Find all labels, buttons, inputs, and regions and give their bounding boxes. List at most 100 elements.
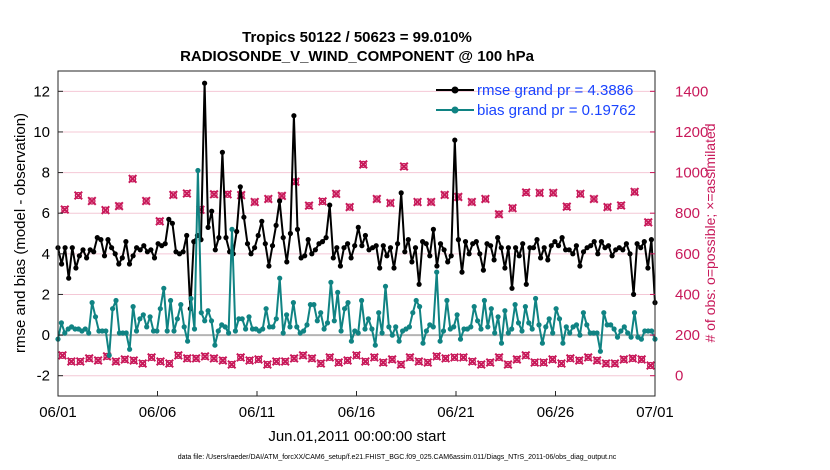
obs-possible-point-low [486, 358, 494, 367]
obs-assimilated-point-low [476, 360, 486, 370]
series-point-rmse [541, 245, 547, 251]
series-point-rmse [437, 241, 444, 247]
obs-assimilated-point [128, 174, 138, 184]
series-point-bias [106, 352, 112, 358]
series-point-rmse [169, 220, 175, 226]
obs-assimilated-point-low [111, 356, 121, 366]
series-point-bias [522, 304, 529, 310]
series-point-bias [348, 338, 354, 344]
series-point-bias [62, 330, 68, 336]
series-point-rmse [237, 184, 243, 190]
obs-assimilated-point-low [262, 360, 272, 370]
series-point-rmse [409, 259, 415, 265]
obs-possible-point-low [548, 355, 557, 364]
obs-assimilated-point-low [351, 350, 362, 360]
series-point-rmse [273, 222, 279, 228]
series-point-bias [502, 308, 508, 314]
series-point-rmse [380, 243, 386, 249]
obs-assimilated-point [494, 209, 504, 219]
series-point-rmse [355, 224, 361, 230]
series-point-bias [290, 300, 296, 306]
x-tick-label-06/26: 06/26 [537, 404, 575, 421]
series-point-bias [154, 328, 160, 334]
obs-assimilated-point-low [147, 352, 157, 362]
obs-possible-point-low [415, 357, 423, 366]
series-point-rmse [76, 253, 82, 259]
series-point-bias [567, 330, 573, 336]
obs-assimilated-point-low [494, 352, 504, 362]
series-point-rmse [216, 235, 222, 241]
series-point-rmse [348, 255, 354, 261]
y-tick-label-right-1400: 1400 [675, 83, 708, 100]
obs-possible-point-low [584, 353, 592, 362]
series-point-bias [393, 324, 399, 330]
series-point-rmse [148, 247, 154, 253]
series-point-rmse [352, 243, 358, 249]
obs-assimilated-point-low [548, 354, 558, 364]
series-point-rmse [398, 190, 404, 196]
obs-assimilated-point [575, 189, 585, 199]
series-point-bias [260, 326, 266, 332]
obs-possible-point [278, 192, 286, 200]
series-point-bias [188, 295, 194, 302]
series-point-rmse [291, 113, 297, 119]
series-point-bias [440, 328, 447, 334]
obs-assimilated-point [413, 197, 423, 207]
series-point-bias [649, 328, 655, 334]
obs-assimilated-point-low [280, 356, 290, 366]
series-point-rmse [513, 245, 519, 251]
obs-assimilated-point-low [646, 361, 656, 371]
obs-possible-point [305, 202, 313, 210]
obs-assimilated-point-low [236, 352, 246, 362]
obs-possible-point-low [121, 355, 129, 364]
obs-assimilated-point-low [120, 354, 130, 364]
series-layer [55, 80, 658, 358]
series-point-bias [133, 328, 140, 334]
obs-possible-point [101, 206, 110, 214]
obs-assimilated-point [87, 196, 97, 206]
y-tick-label-left-0: 0 [42, 327, 50, 344]
x-tick-label-06/11: 06/11 [239, 404, 275, 421]
obs-possible-point [508, 204, 517, 212]
chart-title-line1: Tropics 50122 / 50623 = 99.010% [242, 29, 472, 46]
series-point-rmse [430, 226, 436, 232]
series-point-bias [481, 297, 487, 304]
series-point-bias [560, 340, 566, 346]
obs-assimilated-point-low [369, 352, 379, 362]
series-point-bias [434, 269, 440, 275]
y-tick-label-right-600: 600 [675, 246, 700, 263]
obs-possible-point-low [156, 357, 165, 366]
obs-assimilated-point [603, 202, 613, 212]
series-point-bias [331, 318, 337, 324]
series-point-bias [638, 336, 645, 342]
obs-possible-point-low [424, 358, 432, 367]
series-point-rmse [566, 247, 572, 253]
obs-assimilated-point [508, 203, 518, 213]
y-tick-label-right-400: 400 [675, 286, 700, 303]
series-point-rmse [91, 249, 97, 255]
series-point-bias [396, 338, 402, 344]
obs-possible-point [549, 189, 557, 197]
y-axis-label-left: rmse and bias (model - observation) [12, 113, 29, 353]
series-point-rmse [466, 251, 472, 257]
series-point-bias [406, 324, 412, 330]
series-point-rmse [259, 218, 265, 224]
series-point-rmse [162, 241, 168, 247]
series-point-bias [417, 304, 423, 310]
series-point-rmse [277, 198, 283, 204]
obs-assimilated-point-low [592, 355, 602, 365]
series-point-bias [232, 328, 238, 334]
obs-assimilated-point-low [84, 353, 94, 363]
series-point-rmse [219, 149, 225, 155]
obs-assimilated-point-low [57, 350, 67, 360]
series-point-rmse [545, 257, 551, 263]
obs-possible-point-low [58, 351, 67, 360]
obs-possible-point [359, 160, 367, 169]
series-point-rmse [305, 237, 311, 243]
obs-assimilated-point-low [173, 350, 183, 360]
series-point-bias [328, 279, 334, 285]
series-point-rmse [248, 251, 254, 257]
series-point-rmse [123, 239, 129, 245]
series-point-rmse [98, 237, 104, 243]
obs-possible-point [373, 195, 381, 203]
